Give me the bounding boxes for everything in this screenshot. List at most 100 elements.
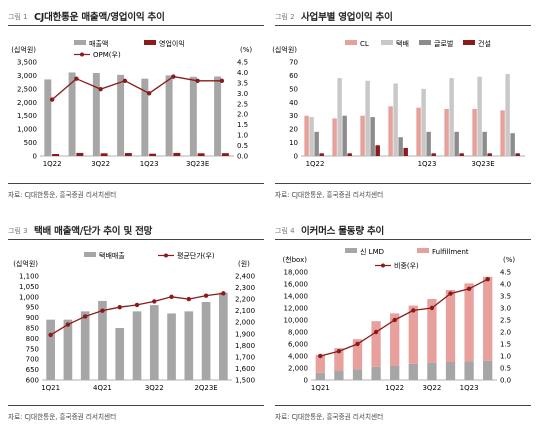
chart-title: 택배 매출액/단가 추이 및 전망 <box>34 226 153 237</box>
line-point <box>152 299 157 304</box>
line-point <box>221 291 226 296</box>
y-tick-label: 70 <box>289 59 298 67</box>
bar-Fulfillment <box>352 339 363 370</box>
y2-tick-label: 3.0 <box>237 90 248 98</box>
bar-신 LMD <box>371 366 381 380</box>
figure-label: 그림 2 <box>275 13 295 21</box>
line-point <box>411 308 416 313</box>
bar-택배 <box>309 117 314 156</box>
line-point <box>355 341 360 347</box>
chart-4-svg: (천box) (%) 0 2,000 4,000 6,000 8,000 10,000 12,0… <box>282 247 515 392</box>
y-axis-unit: (십억원) <box>13 259 38 268</box>
bar-매출액 <box>189 76 197 156</box>
y2-tick-label: 2,100 <box>235 307 255 315</box>
legend-swatch-dot <box>381 263 385 268</box>
legend-swatch <box>345 248 357 253</box>
x-tick-label: 1Q22 <box>43 160 62 168</box>
y-tick-label: 700 <box>26 356 39 364</box>
bar-영업이익 <box>173 152 181 156</box>
bar-CL <box>332 118 337 156</box>
legend-swatch-dot <box>164 253 168 258</box>
line-point <box>134 302 140 308</box>
y2-tick-label: 1,600 <box>235 365 255 373</box>
x-tick-label: 3Q22 <box>91 160 110 168</box>
legend-label: CL <box>360 40 369 48</box>
x-tick-label: 1Q23 <box>140 160 159 168</box>
bar-택배 <box>365 80 370 156</box>
bar-건설 <box>515 153 520 156</box>
y2-tick-label: 2,400 <box>235 273 255 281</box>
bar-건설 <box>487 153 492 156</box>
y-tick-label: 20 <box>289 126 298 134</box>
y-tick-label: 1,100 <box>19 273 39 281</box>
x-tick-label: 1Q21 <box>41 384 60 392</box>
figure-label: 그림 3 <box>8 227 28 235</box>
bar-CL <box>416 107 421 156</box>
y-axis-unit: (천box) <box>282 255 307 264</box>
y-tick-label: 1,500 <box>17 112 37 120</box>
y2-tick-label: 4.5 <box>500 269 511 277</box>
y-tick-label: 650 <box>26 366 39 374</box>
line-point <box>82 314 88 319</box>
bar-글로벌 <box>510 133 515 156</box>
y-tick-label: 750 <box>26 345 39 353</box>
bar-택배 <box>449 78 454 156</box>
line-point <box>219 78 225 83</box>
bar-건설 <box>459 153 464 156</box>
y2-tick-label: 0.5 <box>237 142 248 150</box>
y2-tick-label: 0.5 <box>500 365 511 373</box>
y-tick-label: 10,000 <box>284 317 309 325</box>
chart-1-svg: (십억원) (%) 0 500 1,000 1,500 2,000 2,500 3,000 3,5… <box>11 39 252 168</box>
legend-label: 영업이익 <box>159 39 185 48</box>
y-tick-label: 2,000 <box>17 99 37 107</box>
legend-swatch <box>417 248 429 253</box>
bar-매출액 <box>68 72 76 156</box>
x-tick-label: 1Q23 <box>418 160 437 168</box>
bar-신 LMD <box>352 369 363 380</box>
line-point <box>448 291 453 296</box>
bar-매출액 <box>141 78 149 156</box>
line-point <box>169 294 174 299</box>
legend-label: 글로벌 <box>434 39 453 48</box>
line-point <box>117 305 122 310</box>
y-tick-label: 0 <box>294 153 298 161</box>
line-point <box>100 308 105 313</box>
bar-택배매출 <box>115 328 125 380</box>
bar-택배매출 <box>80 311 90 380</box>
legend-label: 택배매출 <box>99 251 125 260</box>
y2-tick-label: 4.0 <box>237 69 248 77</box>
bar-택배매출 <box>219 292 228 380</box>
bar-택배매출 <box>98 300 107 380</box>
line-point <box>146 91 152 96</box>
legend-label: 건설 <box>478 39 491 48</box>
bar-영업이익 <box>197 153 205 156</box>
bar-신 LMD <box>334 371 344 380</box>
bar-신 LMD <box>390 365 400 380</box>
bar-신 LMD <box>315 372 325 380</box>
source-note: 자료: CJ대한통운, 흥국증권 리서치센터 <box>275 191 384 199</box>
legend-label: Fulfillment <box>432 248 469 256</box>
legend-swatch-dot <box>80 52 84 57</box>
bar-매출액 <box>92 73 100 156</box>
x-tick-label: 1Q22 <box>385 384 404 392</box>
x-tick-label: 4Q21 <box>93 384 112 392</box>
line-비중(우) <box>320 278 488 357</box>
legend-swatch <box>74 40 86 45</box>
legend-label: 평균단가(우) <box>177 251 215 260</box>
chart-2-svg: (십억원) 0 10 20 30 40 50 60 70 1Q22 1Q23 3Q23E CL 택배 글로벌… <box>272 39 525 168</box>
y2-tick-label: 1.5 <box>237 121 248 129</box>
y2-tick-label: 1.0 <box>237 132 248 140</box>
legend-swatch <box>345 40 357 45</box>
y2-axis-unit: (%) <box>503 256 515 264</box>
x-tick-label: 1Q22 <box>306 160 325 168</box>
bar-글로벌 <box>370 117 375 156</box>
bar-Fulfillment <box>334 348 344 371</box>
y-tick-label: 800 <box>26 335 39 343</box>
chart-title: CJ대한통운 매출액/영업이익 추이 <box>34 12 165 23</box>
bar-Fulfillment <box>483 276 493 361</box>
bar-CL <box>388 106 393 156</box>
y-tick-label: 30 <box>289 112 298 120</box>
y-tick-label: 60 <box>289 72 298 80</box>
y2-tick-label: 3.5 <box>237 79 248 87</box>
bar-글로벌 <box>342 115 347 156</box>
